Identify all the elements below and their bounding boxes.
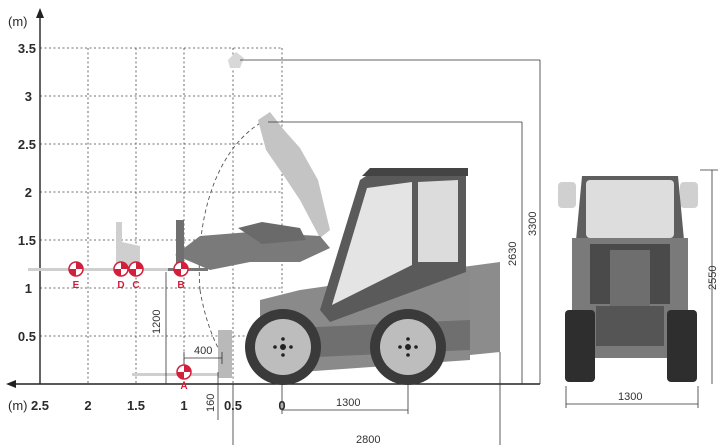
x-tick-labels: 2.5 2 1.5 1 0.5 0 [31, 398, 286, 413]
y-axis-unit-label: (m) [8, 14, 28, 29]
boom-ghost-mid [258, 112, 330, 238]
x-axis-unit-label: (m) [8, 398, 28, 413]
loader-front-view [558, 176, 698, 382]
dim-400 [183, 352, 223, 364]
y-tick-label: 2.5 [18, 137, 36, 152]
y-tick-label: 2 [25, 185, 32, 200]
reach-arc-lower [199, 289, 226, 361]
dim-label-front-2550: 2550 [707, 266, 718, 290]
dim-front-2550 [700, 169, 718, 384]
dim-label-1300: 1300 [336, 397, 360, 409]
marker-label: C [132, 280, 139, 291]
y-tick-label: 0.5 [18, 329, 36, 344]
x-tick-label: 1.5 [127, 398, 145, 413]
marker-B: B [173, 261, 189, 291]
marker-label: A [180, 381, 187, 392]
y-tick-labels: 3.5 3 2.5 2 1.5 1 0.5 [18, 41, 36, 344]
x-tick-label: 1 [180, 398, 187, 413]
marker-E: E [68, 261, 84, 291]
x-tick-label: 2 [84, 398, 91, 413]
loader-side-view [168, 168, 500, 372]
marker-C: C [128, 261, 144, 291]
marker-label: B [177, 280, 184, 291]
dim-2630 [268, 121, 523, 384]
marker-D: D [113, 261, 129, 291]
dim-label-400: 400 [194, 345, 212, 357]
dim-3300 [240, 59, 541, 384]
y-tick-label: 3.5 [18, 41, 36, 56]
dim-2800 [232, 352, 501, 445]
dim-label-3300: 3300 [527, 212, 539, 236]
y-tick-label: 1.5 [18, 233, 36, 248]
rear-wheel [245, 309, 321, 385]
y-tick-label: 3 [25, 89, 32, 104]
y-axis [36, 8, 44, 384]
marker-label: D [117, 280, 124, 291]
x-tick-label: 2.5 [31, 398, 49, 413]
marker-A: A [176, 364, 192, 392]
front-wheel [370, 309, 446, 385]
boom-ghost-top [228, 52, 244, 68]
dim-1300 [281, 384, 409, 414]
dim-label-1200: 1200 [151, 310, 163, 334]
dim-label-160: 160 [205, 394, 217, 412]
marker-label: E [73, 280, 80, 291]
dim-label-front-1300: 1300 [618, 391, 642, 403]
y-tick-label: 1 [25, 281, 32, 296]
dim-label-2800: 2800 [356, 434, 380, 445]
dim-front-1300 [565, 386, 699, 408]
reach-arc [198, 121, 263, 291]
dim-label-2630: 2630 [507, 242, 519, 266]
